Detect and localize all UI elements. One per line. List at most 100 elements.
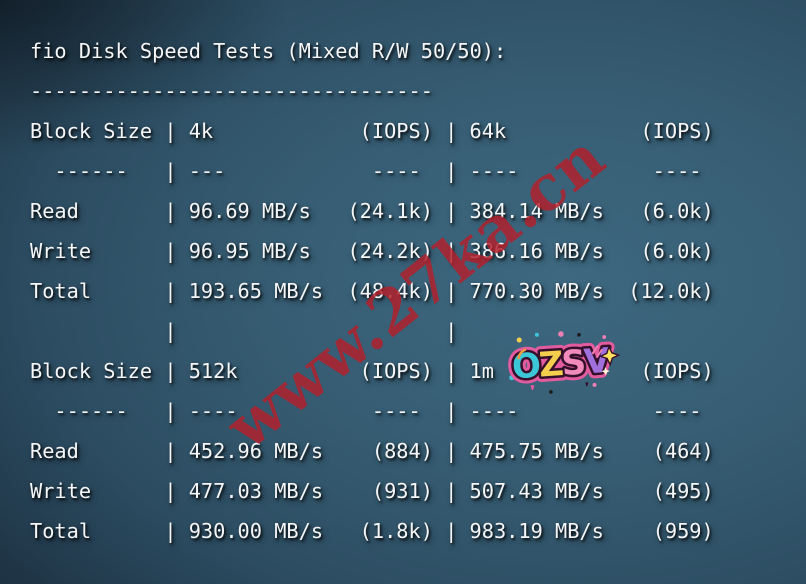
row-label: Write: [30, 479, 92, 503]
row-label: ------: [30, 399, 128, 423]
cell-block2-iops: (495): [652, 479, 714, 503]
cell-block1-speed: 930.00 MB/s: [188, 519, 324, 543]
column-separator: |: [164, 119, 177, 143]
cell-block1-iops: (48.4k): [347, 279, 433, 303]
table-row-separator-1: ------ | --- ---- | ---- ----: [30, 151, 806, 191]
sticker-hatch-accent: [591, 344, 603, 359]
cell-block2: 1m: [469, 359, 494, 383]
cell-block1-iops: (884): [371, 439, 433, 463]
cell-block2-iops: ----: [652, 399, 714, 423]
column-separator: |: [445, 239, 458, 263]
cell-block1-iops: (IOPS): [359, 359, 433, 383]
cell-block2-iops: (6.0k): [640, 239, 714, 263]
fio-title: fio Disk Speed Tests (Mixed R/W 50/50):: [30, 39, 507, 63]
cell-block2-iops: (IOPS): [640, 119, 714, 143]
table-row-write-1: Write | 96.95 MB/s (24.2k) | 386.16 MB/s (6.0k…: [30, 231, 806, 271]
sticker-splatter-dot: [549, 390, 553, 394]
column-separator: |: [445, 119, 458, 143]
column-separator: |: [445, 519, 458, 543]
cell-block2: 64k: [469, 119, 507, 143]
cell-block2: ----: [469, 159, 519, 183]
row-label: Write: [30, 239, 92, 263]
table-row-read-2: Read | 452.96 MB/s (884) | 475.75 MB/s (464): [30, 431, 806, 471]
sticker-splatter-dot: [577, 333, 581, 337]
sticker-hatch-accent: [517, 348, 527, 360]
cell-block1-speed: 452.96 MB/s: [188, 439, 324, 463]
sticker-splatter-dot: [509, 375, 515, 381]
cell-block2-iops: (6.0k): [640, 199, 714, 223]
cell-block1: ----: [188, 399, 238, 423]
column-separator: |: [164, 159, 177, 183]
table-row-header-1: Block Size | 4k (IOPS) | 64k (IOPS): [30, 111, 806, 151]
cell-block2: ----: [469, 399, 519, 423]
cell-block1: 512k: [188, 359, 238, 383]
cell-block2-iops: (12.0k): [628, 279, 714, 303]
row-label: Total: [30, 279, 92, 303]
table-row-total-2: Total | 930.00 MB/s (1.8k) | 983.19 MB/s (959): [30, 511, 806, 551]
cell-block1-speed: 193.65 MB/s: [188, 279, 324, 303]
cell-block2-iops: ----: [652, 159, 714, 183]
cell-block2-iops: (959): [652, 519, 714, 543]
title-divider: ---------------------------------: [30, 79, 433, 103]
row-label: Read: [30, 199, 79, 223]
sticker-paint-drip: [530, 385, 535, 391]
sticker-sparkle-icon: [598, 344, 621, 367]
cell-block1-iops: (24.2k): [347, 239, 433, 263]
column-separator: |: [445, 279, 458, 303]
row-label: ------: [30, 159, 128, 183]
cell-block2-iops: (464): [652, 439, 714, 463]
table-row-write-2: Write | 477.03 MB/s (931) | 507.43 MB/s (495): [30, 471, 806, 511]
cell-block1: 4k: [188, 119, 214, 143]
row-label: Block Size: [30, 359, 153, 383]
row-label: Total: [30, 519, 92, 543]
column-separator: |: [164, 399, 177, 423]
table-row-separator-2: ------ | ---- ---- | ---- ----: [30, 391, 806, 431]
cell-block1-iops: ----: [371, 399, 433, 423]
cell-block1-speed: 96.95 MB/s: [188, 239, 311, 263]
column-separator: |: [164, 359, 177, 383]
cell-block1-iops: (24.1k): [347, 199, 433, 223]
cell-block1-iops: (IOPS): [359, 119, 433, 143]
sticker-splatter-dot: [558, 331, 564, 337]
ozsv-graffiti-sticker: OZSV OZSV OZSV: [505, 331, 621, 394]
cell-block1-iops: ----: [371, 159, 433, 183]
sticker-paint-drip: [585, 382, 589, 387]
cell-block2-speed: 770.30 MB/s: [469, 279, 604, 303]
cell-block2-speed: 475.75 MB/s: [469, 439, 604, 463]
cell-block1-speed: 96.69 MB/s: [188, 199, 311, 223]
table-row-spacer: | |: [30, 311, 806, 351]
cell-block1-iops: (931): [371, 479, 433, 503]
column-separator: |: [164, 279, 177, 303]
column-separator: |: [164, 479, 177, 503]
cell-block2-speed: 384.14 MB/s: [469, 199, 604, 223]
cell-block1-iops: (1.8k): [359, 519, 433, 543]
cell-block1-speed: 477.03 MB/s: [188, 479, 324, 503]
sticker-splatter-dot: [534, 332, 539, 337]
sticker-splatter-dot: [592, 382, 597, 387]
column-separator: |: [164, 519, 177, 543]
column-separator: |: [445, 399, 458, 423]
table-row-header-2: Block Size | 512k (IOPS) | 1m (IOPS): [30, 351, 806, 391]
cell-block2-iops: (IOPS): [640, 359, 714, 383]
column-separator: |: [164, 439, 177, 463]
column-separator: |: [445, 359, 458, 383]
column-separator: |: [445, 199, 458, 223]
column-separator: |: [164, 199, 177, 223]
cell-block2-speed: 507.43 MB/s: [469, 479, 604, 503]
cell-block2-speed: 386.16 MB/s: [469, 239, 604, 263]
column-separator: |: [445, 319, 458, 343]
cell-block2-speed: 983.19 MB/s: [469, 519, 604, 543]
column-separator: |: [164, 319, 177, 343]
row-label: Block Size: [30, 119, 153, 143]
column-separator: |: [445, 159, 458, 183]
cell-block1: ---: [188, 159, 226, 183]
sticker-splatter-dot: [516, 337, 522, 343]
sticker-splatter-dot: [602, 335, 607, 339]
sticker-sparkle-icon: [601, 367, 610, 376]
table-row-read-1: Read | 96.69 MB/s (24.1k) | 384.14 MB/s (6.0k): [30, 191, 806, 231]
column-separator: |: [445, 479, 458, 503]
column-separator: |: [164, 239, 177, 263]
table-row-total-1: Total | 193.65 MB/s (48.4k) | 770.30 MB/s (12.…: [30, 271, 806, 311]
